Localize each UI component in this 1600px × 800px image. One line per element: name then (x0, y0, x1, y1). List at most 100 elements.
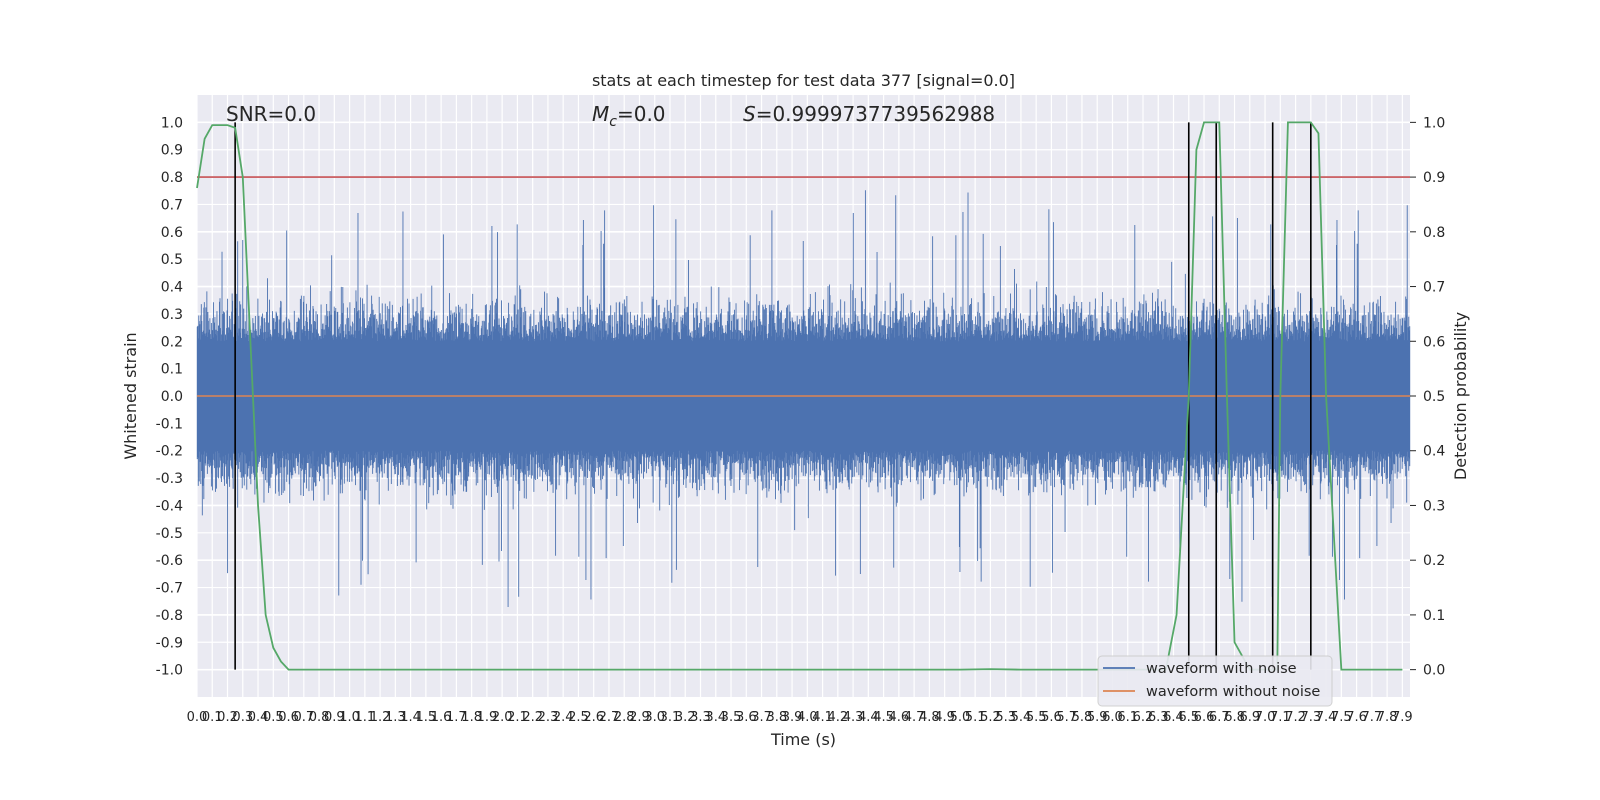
chirp-mass-annotation: Mc=0.0 (592, 102, 666, 130)
x-tick-label: 4.1 (812, 710, 833, 725)
y-tick-label: -0.5 (156, 526, 183, 542)
y-axis-label: Whitened strain (121, 332, 140, 459)
x-tick-label: 6.4 (1163, 710, 1184, 725)
y2-tick-label: 0.6 (1423, 334, 1445, 350)
x-axis-ticks: 0.00.10.20.30.40.50.60.70.80.91.01.11.21… (187, 710, 1413, 725)
x-tick-label: 3.2 (675, 710, 696, 725)
x-tick-label: 1.7 (446, 710, 467, 725)
legend-box (1097, 655, 1333, 707)
x-tick-label: 5.1 (965, 710, 986, 725)
x-tick-label: 6.0 (1102, 710, 1123, 725)
chart-title: stats at each timestep for test data 377… (592, 71, 1015, 90)
legend-label-noise: waveform with noise (1146, 661, 1297, 677)
x-tick-label: 7.9 (1392, 710, 1413, 725)
x-tick-label: 1.3 (385, 710, 406, 725)
x-tick-label: 1.8 (461, 710, 482, 725)
x-tick-label: 0.0 (187, 710, 208, 725)
y-tick-label: 0.6 (161, 225, 183, 241)
y-tick-label: 0.0 (161, 389, 183, 405)
x-tick-label: 0.3 (232, 710, 253, 725)
x-tick-label: 1.0 (339, 710, 360, 725)
x-tick-label: 2.1 (507, 710, 528, 725)
x-tick-label: 3.9 (782, 710, 803, 725)
x-tick-label: 5.6 (1041, 710, 1062, 725)
x-tick-label: 4.7 (904, 710, 925, 725)
x-tick-label: 4.4 (858, 710, 879, 725)
y-tick-label: 1.0 (161, 115, 183, 131)
x-tick-label: 3.8 (766, 710, 787, 725)
x-tick-label: 7.6 (1346, 710, 1367, 725)
y-tick-label: -0.2 (156, 444, 183, 460)
x-tick-label: 3.1 (660, 710, 681, 725)
x-tick-label: 7.0 (1255, 710, 1276, 725)
x-tick-label: 2.7 (599, 710, 620, 725)
y-tick-label: 0.5 (161, 252, 183, 268)
snr-annotation: SNR=0.0 (226, 102, 316, 126)
x-tick-label: 4.8 (919, 710, 940, 725)
x-tick-label: 6.1 (1117, 710, 1138, 725)
x-tick-label: 5.4 (1011, 710, 1032, 725)
y2-tick-label: 0.9 (1423, 170, 1445, 186)
s-symbol: S (743, 102, 756, 126)
x-tick-label: 2.0 (492, 710, 513, 725)
legend-label-clean: waveform without noise (1146, 684, 1320, 700)
x-tick-label: 1.9 (477, 710, 498, 725)
y2-tick-label: 0.1 (1423, 608, 1445, 624)
x-tick-label: 4.0 (797, 710, 818, 725)
x-tick-label: 2.9 (629, 710, 650, 725)
y2-tick-label: 0.8 (1423, 225, 1445, 241)
legend: waveform with noise waveform without noi… (1097, 655, 1333, 707)
x-tick-label: 5.3 (995, 710, 1016, 725)
x-tick-label: 1.4 (400, 710, 421, 725)
mc-subscript: c (609, 114, 617, 130)
y-tick-label: -0.6 (156, 553, 183, 569)
y-tick-label: -0.7 (156, 581, 183, 597)
x-tick-label: 1.6 (431, 710, 452, 725)
x-tick-label: 2.8 (614, 710, 635, 725)
x-tick-label: 5.8 (1072, 710, 1093, 725)
y-tick-label: 0.4 (161, 280, 183, 296)
y-tick-label: -0.4 (156, 498, 183, 514)
x-tick-label: 0.7 (293, 710, 314, 725)
x-tick-label: 1.1 (354, 710, 375, 725)
x-tick-label: 7.5 (1331, 710, 1352, 725)
x-tick-label: 5.9 (1087, 710, 1108, 725)
x-tick-label: 6.7 (1209, 710, 1230, 725)
y-axis-ticks: -1.0 -0.9 -0.8 -0.7 -0.6 -0.5 -0.4 -0.3 -0.2 -0.1… (156, 115, 183, 678)
y2-tick-label: 0.4 (1423, 444, 1445, 460)
x-tick-label: 0.4 (248, 710, 269, 725)
detection-probability-series (196, 121, 1403, 671)
x-tick-label: 2.6 (583, 710, 604, 725)
y-tick-label: 0.1 (161, 362, 183, 378)
x-tick-label: 3.0 (644, 710, 665, 725)
y2-tick-label: 1.0 (1423, 115, 1445, 131)
y-tick-label: -0.9 (156, 635, 183, 651)
x-tick-label: 7.7 (1362, 710, 1383, 725)
x-tick-label: 5.0 (950, 710, 971, 725)
x-tick-label: 0.8 (309, 710, 330, 725)
s-value: =0.9999737739562988 (756, 102, 995, 126)
x-tick-label: 2.2 (522, 710, 543, 725)
x-axis-label: Time (s) (770, 730, 836, 749)
waveform-with-noise-series (196, 190, 1411, 608)
y-tick-label: 0.9 (161, 143, 183, 159)
noise-trace (196, 190, 1411, 608)
x-tick-label: 0.2 (217, 710, 238, 725)
y-tick-label: -1.0 (156, 663, 183, 679)
x-tick-label: 4.3 (843, 710, 864, 725)
x-tick-label: 2.3 (538, 710, 559, 725)
x-tick-label: 7.8 (1377, 710, 1398, 725)
y-tick-label: -0.1 (156, 416, 183, 432)
y-tick-label: -0.3 (156, 471, 183, 487)
y-tick-label: 0.2 (161, 334, 183, 350)
y2-tick-label: 0.5 (1423, 389, 1445, 405)
y2-tick-label: 0.2 (1423, 553, 1445, 569)
x-tick-label: 6.5 (1178, 710, 1199, 725)
x-tick-label: 6.2 (1133, 710, 1154, 725)
y-tick-label: -0.8 (156, 608, 183, 624)
x-tick-label: 7.2 (1285, 710, 1306, 725)
y2-tick-label: 0.7 (1423, 280, 1445, 296)
y2-axis-ticks: 0.0 0.1 0.2 0.3 0.4 0.5 0.6 0.7 0.8 0.9 1.0 (1410, 115, 1445, 679)
x-tick-label: 1.5 (416, 710, 437, 725)
